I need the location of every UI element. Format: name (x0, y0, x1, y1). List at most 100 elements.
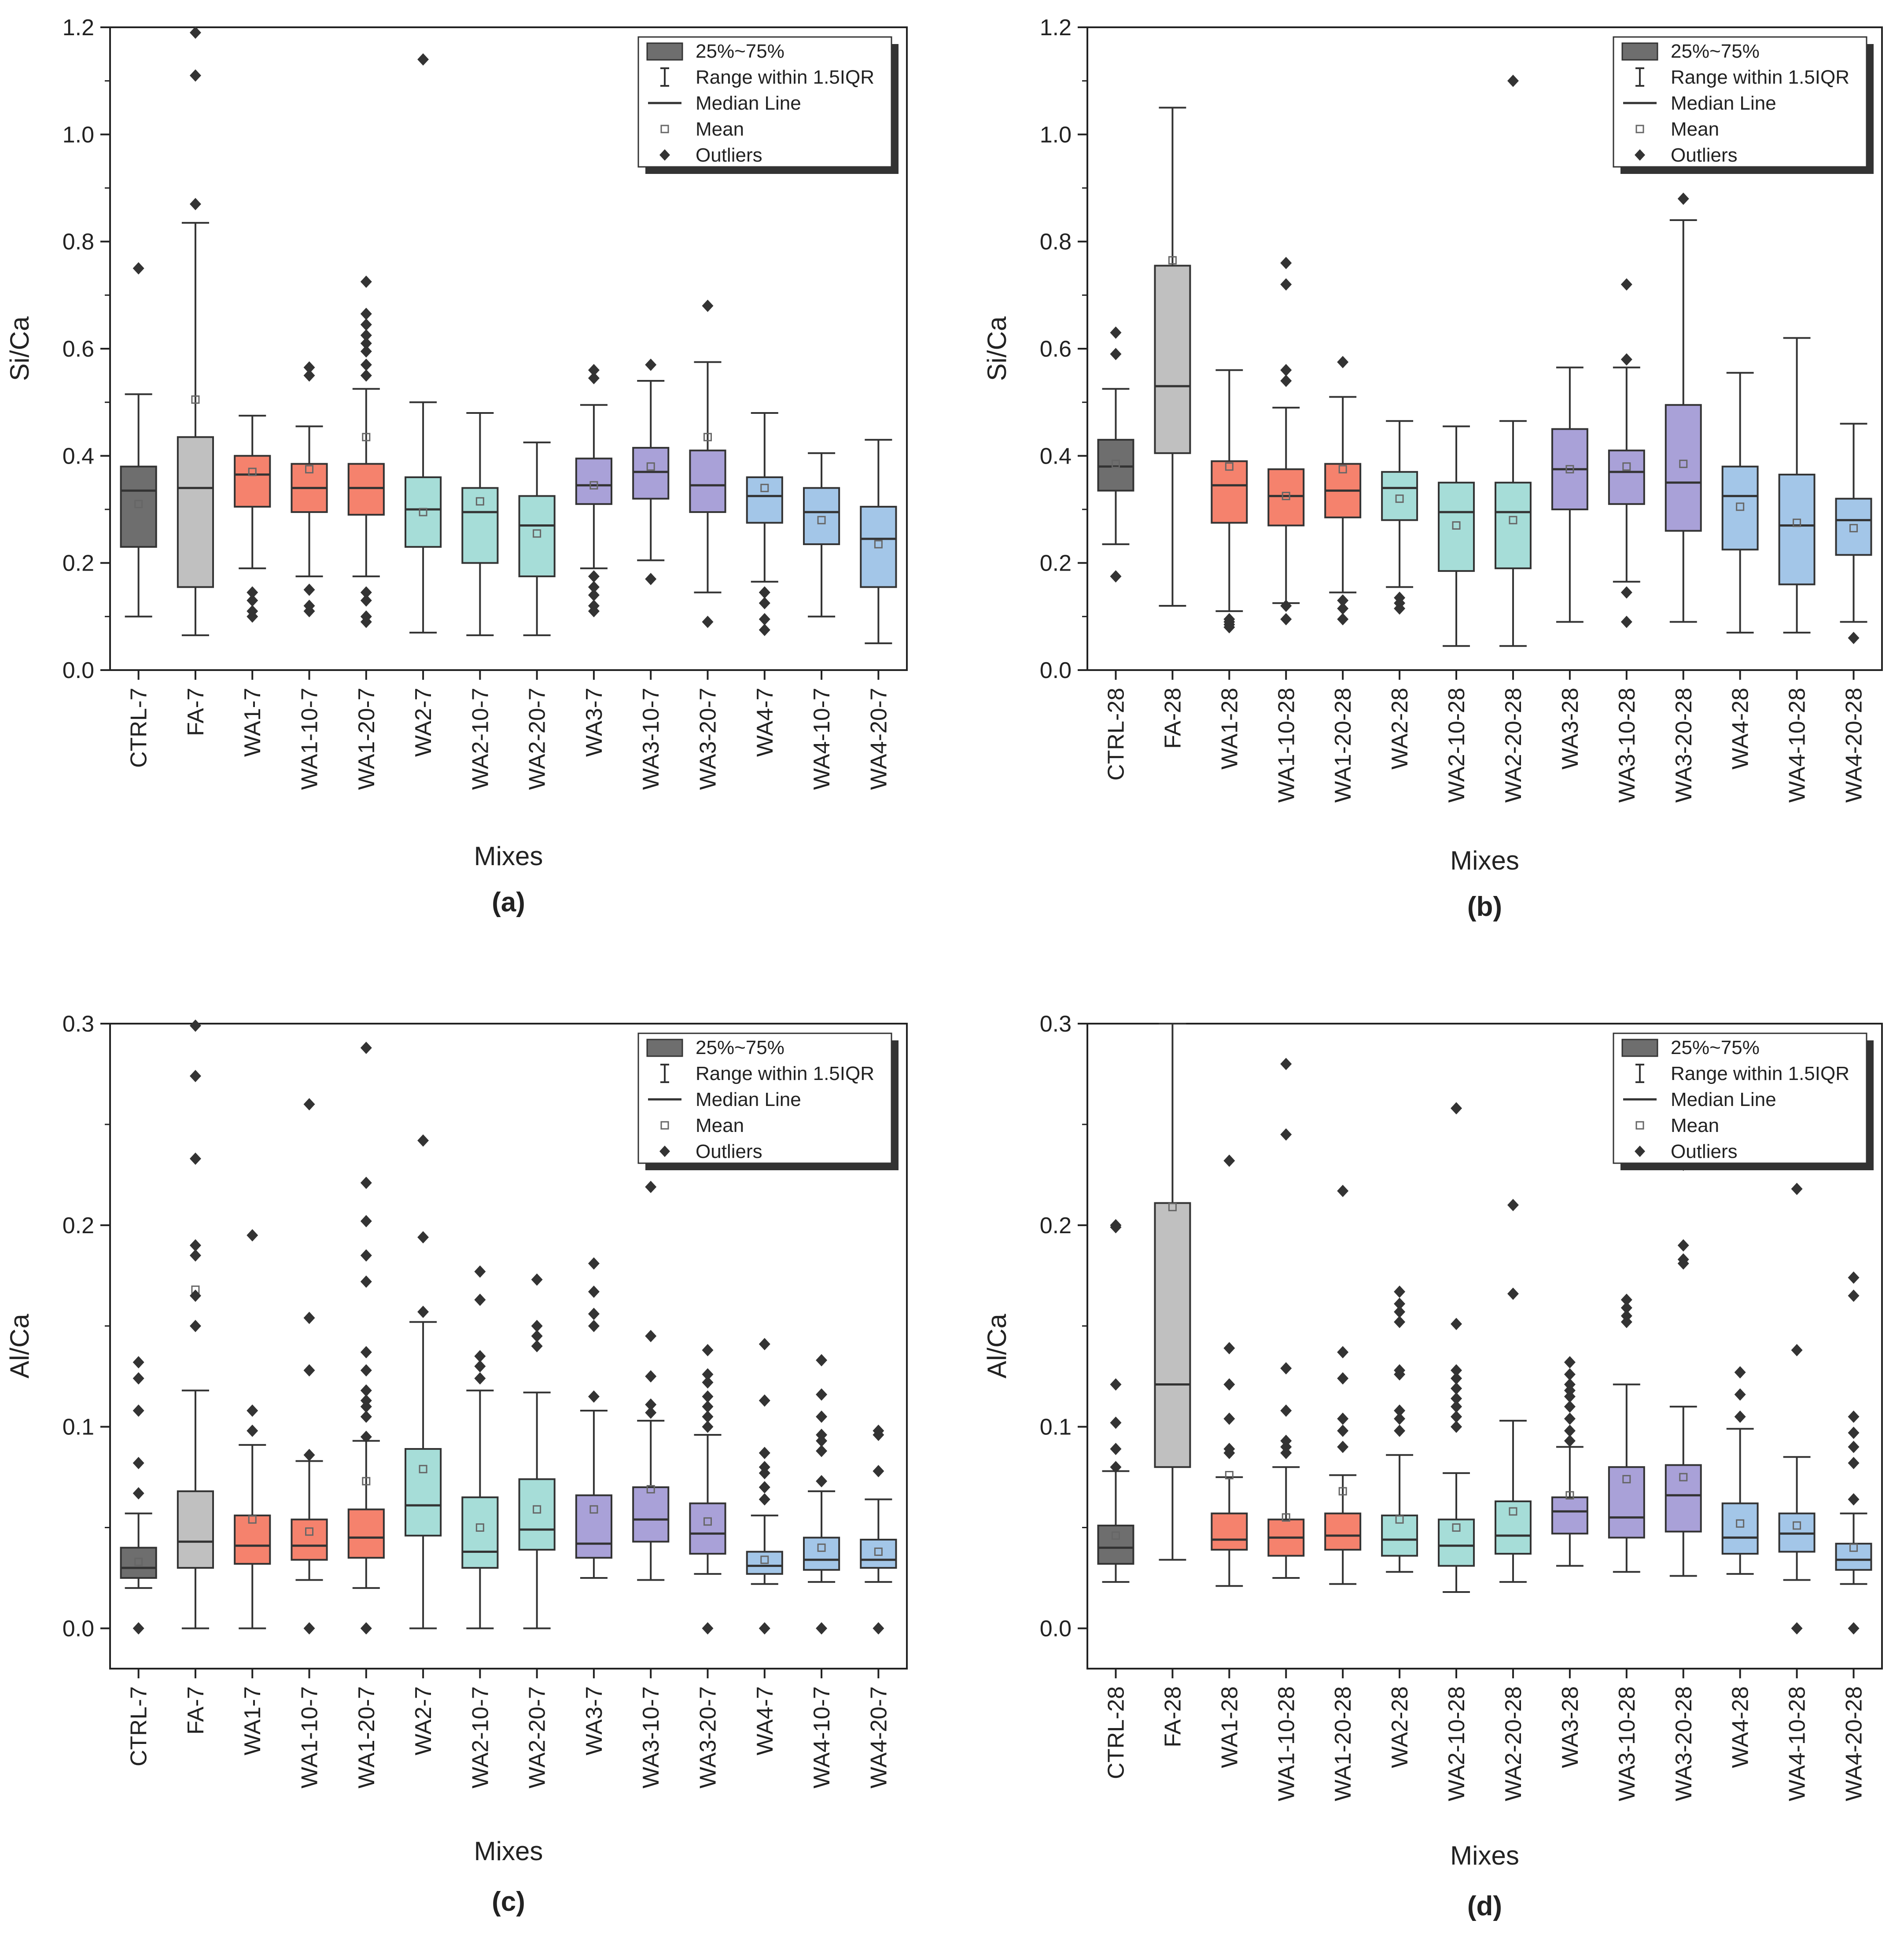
outlier-point (1451, 1410, 1462, 1423)
outlier-point (1280, 257, 1292, 269)
outlier-point (247, 1404, 258, 1417)
outlier-point (702, 1376, 714, 1389)
outlier-point (360, 594, 372, 607)
x-tick-label: WA2-20-28 (1501, 688, 1526, 803)
y-tick-label: 1.0 (63, 122, 94, 147)
outlier-point (1223, 1378, 1235, 1391)
box-WA2-20-28 (1494, 74, 1532, 647)
box-WA3-20-28 (1665, 192, 1702, 623)
mean-marker (874, 1547, 883, 1556)
outlier-point (1791, 1622, 1803, 1635)
outlier-point (1280, 1434, 1292, 1447)
panel-label: (a) (492, 887, 525, 918)
x-tick-label: WA3-10-28 (1614, 1686, 1640, 1801)
box-WA1-10-28 (1267, 257, 1305, 626)
outlier-point (588, 1319, 600, 1332)
box-FA-28 (1154, 1023, 1191, 1561)
outlier-point (1280, 375, 1292, 387)
box-WA4-20-7 (860, 439, 897, 645)
x-tick-label: WA3-20-28 (1671, 688, 1697, 803)
legend-label-outliers: Outliers (1671, 144, 1738, 166)
box-WA1-20-7 (347, 1041, 385, 1635)
x-tick-label: WA1-20-28 (1330, 688, 1356, 803)
mean-marker (248, 468, 257, 476)
outlier-point (759, 1394, 770, 1407)
outlier-point (360, 1215, 372, 1227)
outlier-point (360, 1622, 372, 1635)
x-tick-label: CTRL-7 (126, 688, 152, 768)
outlier-point (1848, 1493, 1860, 1506)
outlier-point (360, 1394, 372, 1407)
iqr-box (1608, 1466, 1645, 1539)
x-tick-label: WA4-10-7 (809, 688, 835, 790)
x-axis-title: Mixes (474, 841, 543, 871)
y-tick-label: 1.2 (1040, 15, 1072, 41)
mean-marker (1452, 521, 1461, 530)
mean-marker (1338, 465, 1347, 474)
iqr-box (1324, 1512, 1362, 1551)
outlier-point (1848, 1457, 1860, 1470)
outlier-point (1620, 278, 1632, 291)
outlier-point (1280, 600, 1292, 612)
outlier-point (702, 1420, 714, 1433)
outlier-point (1337, 1346, 1349, 1359)
outlier-point (1337, 602, 1349, 615)
iqr-box (404, 476, 442, 548)
iqr-box (1154, 1202, 1191, 1468)
outlier-point (360, 1346, 372, 1359)
x-tick-label: WA3-10-7 (638, 688, 664, 790)
outlier-point (189, 1019, 201, 1032)
outlier-point (1677, 1239, 1689, 1252)
x-tick-label: WA4-28 (1728, 1686, 1753, 1768)
y-tick-label: 0.3 (1040, 1011, 1072, 1037)
outlier-point (816, 1622, 828, 1635)
iqr-box (461, 487, 499, 564)
mean-marker (419, 1465, 427, 1474)
mean-marker (589, 1505, 598, 1514)
outlier-point (759, 623, 770, 636)
legend-label-range: Range within 1.5IQR (1671, 66, 1849, 88)
box-WA1-10-28 (1267, 1058, 1305, 1579)
legend-label-outliers: Outliers (1671, 1141, 1738, 1162)
box-WA4-10-7 (803, 452, 840, 618)
outlier-point (1280, 1128, 1292, 1141)
outlier-point (645, 358, 657, 371)
x-tick-label: WA3-28 (1558, 688, 1583, 770)
outlier-point (360, 329, 372, 342)
y-axis-title: Al/Ca (5, 1314, 34, 1378)
x-tick-label: WA3-28 (1558, 1686, 1583, 1768)
outlier-point (588, 364, 600, 376)
mean-marker (475, 497, 484, 506)
x-tick-label: WA1-28 (1217, 688, 1242, 770)
iqr-box (1097, 1524, 1134, 1565)
outlier-point (702, 1622, 714, 1635)
iqr-box (689, 1502, 726, 1555)
box-FA-28 (1154, 107, 1191, 607)
iqr-box (518, 1478, 556, 1551)
mean-marker (760, 483, 769, 492)
iqr-box (461, 1496, 499, 1569)
outlier-point (1337, 356, 1349, 369)
outlier-point (1110, 1378, 1122, 1391)
outlier-point (303, 1364, 315, 1377)
outlier-point (1848, 1622, 1860, 1635)
outlier-point (360, 1410, 372, 1423)
box-WA1-28 (1211, 1154, 1248, 1587)
iqr-box (632, 1486, 670, 1543)
y-tick-label: 0.0 (63, 1616, 94, 1641)
outlier-point (759, 586, 770, 599)
iqr-box (1721, 1502, 1759, 1555)
x-tick-label: CTRL-28 (1103, 688, 1129, 781)
mean-marker (475, 1523, 484, 1532)
mean-marker (1338, 1487, 1347, 1496)
outlier-point (247, 1424, 258, 1437)
outlier-point (133, 1372, 144, 1385)
x-axis-title: Mixes (1450, 846, 1519, 875)
iqr-box (1267, 468, 1305, 527)
x-tick-label: FA-28 (1160, 688, 1186, 749)
outlier-point (816, 1354, 828, 1367)
outlier-point (1223, 613, 1235, 626)
mean-marker (589, 481, 598, 490)
y-tick-label: 0.6 (63, 336, 94, 362)
box-WA4-7 (746, 1338, 783, 1635)
